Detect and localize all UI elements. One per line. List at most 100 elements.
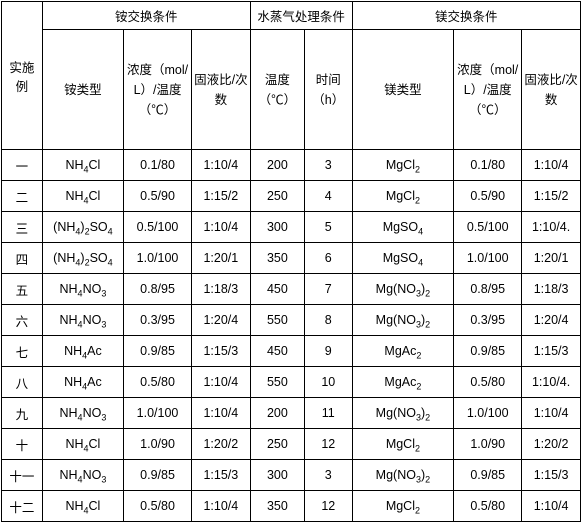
cell-amm-conc: 1.0/100 [124,398,192,429]
cell-example: 四 [2,243,43,274]
cell-amm-conc: 0.3/95 [124,305,192,336]
table-row: 七NH4Ac0.9/851:15/34509MgAc20.9/851:15/3 [2,336,581,367]
table-row: 十一NH4NO30.9/851:15/33003Mg(NO3)20.9/851:… [2,460,581,491]
cell-example: 十 [2,429,43,460]
cell-mg-conc: 0.8/95 [454,274,522,305]
cell-amm-type: (NH4)2SO4 [42,243,123,274]
cell-temp: 200 [250,150,304,181]
table-row: 四(NH4)2SO41.0/1001:20/13506MgSO41.0/1001… [2,243,581,274]
cell-amm-ratio: 1:15/3 [191,336,250,367]
cell-mg-conc: 0.5/100 [454,212,522,243]
hdr-amm-conc: 浓度（mol/L）/温度（℃） [124,30,192,150]
cell-amm-ratio: 1:20/2 [191,429,250,460]
cell-mg-ratio: 1:10/4 [522,150,581,181]
cell-time: 11 [305,398,353,429]
cell-amm-ratio: 1:10/4 [191,150,250,181]
cell-amm-conc: 0.5/100 [124,212,192,243]
table-row: 八NH4Ac0.5/801:10/455010MgAc20.5/801:10/4… [2,367,581,398]
cell-time: 6 [305,243,353,274]
cell-mg-type: MgCl2 [352,491,454,522]
cell-mg-ratio: 1:15/3 [522,460,581,491]
cell-mg-type: MgSO4 [352,212,454,243]
cell-amm-type: NH4NO3 [42,274,123,305]
cell-temp: 300 [250,212,304,243]
cell-mg-type: Mg(NO3)2 [352,274,454,305]
cell-amm-conc: 0.9/85 [124,336,192,367]
cell-amm-ratio: 1:10/4 [191,212,250,243]
cell-amm-ratio: 1:10/4 [191,398,250,429]
cell-temp: 550 [250,305,304,336]
cell-mg-conc: 0.5/80 [454,367,522,398]
table-row: 二NH4Cl0.5/901:15/22504MgCl20.5/901:15/2 [2,181,581,212]
hdr-group-steam: 水蒸气处理条件 [250,2,352,30]
cell-time: 12 [305,429,353,460]
cell-mg-type: MgCl2 [352,150,454,181]
hdr-mg-conc: 浓度（mol/L）/温度（℃） [454,30,522,150]
cell-mg-ratio: 1:10/4. [522,212,581,243]
cell-mg-ratio: 1:20/2 [522,429,581,460]
cell-amm-ratio: 1:15/3 [191,460,250,491]
hdr-group-ammonium: 铵交换条件 [42,2,250,30]
cell-amm-type: NH4Cl [42,150,123,181]
cell-temp: 250 [250,429,304,460]
cell-amm-ratio: 1:10/4 [191,491,250,522]
cell-example: 六 [2,305,43,336]
hdr-amm-ratio: 固液比/次数 [191,30,250,150]
cell-time: 10 [305,367,353,398]
cell-mg-ratio: 1:20/4 [522,305,581,336]
cell-amm-type: NH4NO3 [42,460,123,491]
cell-amm-type: NH4Ac [42,336,123,367]
cell-mg-ratio: 1:10/4. [522,367,581,398]
cell-time: 12 [305,491,353,522]
cell-mg-type: Mg(NO3)2 [352,398,454,429]
cell-amm-type: NH4Cl [42,429,123,460]
table-row: 十二NH4Cl0.5/801:10/435012MgCl20.5/801:10/… [2,491,581,522]
cell-temp: 250 [250,181,304,212]
cell-example: 一 [2,150,43,181]
hdr-mg-ratio: 固液比/次数 [522,30,581,150]
cell-mg-ratio: 1:15/2 [522,181,581,212]
hdr-temp: 温度（℃） [250,30,304,150]
hdr-mg-type: 镁类型 [352,30,454,150]
table-row: 一NH4Cl0.1/801:10/42003MgCl20.1/801:10/4 [2,150,581,181]
cell-example: 八 [2,367,43,398]
cell-amm-ratio: 1:10/4 [191,367,250,398]
cell-mg-ratio: 1:20/1 [522,243,581,274]
table-row: 九NH4NO31.0/1001:10/420011Mg(NO3)21.0/100… [2,398,581,429]
cell-temp: 350 [250,491,304,522]
cell-mg-type: MgCl2 [352,181,454,212]
cell-mg-conc: 1.0/100 [454,398,522,429]
cell-time: 8 [305,305,353,336]
cell-amm-conc: 0.5/80 [124,491,192,522]
cell-mg-conc: 0.5/90 [454,181,522,212]
cell-example: 九 [2,398,43,429]
cell-mg-conc: 0.3/95 [454,305,522,336]
cell-temp: 350 [250,243,304,274]
cell-amm-ratio: 1:18/3 [191,274,250,305]
cell-mg-ratio: 1:10/4 [522,398,581,429]
conditions-table: 实施例 铵交换条件 水蒸气处理条件 镁交换条件 铵类型 浓度（mol/L）/温度… [1,1,581,522]
cell-amm-ratio: 1:15/2 [191,181,250,212]
cell-time: 3 [305,150,353,181]
cell-temp: 450 [250,336,304,367]
cell-mg-type: Mg(NO3)2 [352,305,454,336]
hdr-example: 实施例 [2,2,43,150]
cell-amm-conc: 0.9/85 [124,460,192,491]
cell-amm-type: (NH4)2SO4 [42,212,123,243]
table-row: 十NH4Cl1.0/901:20/225012MgCl21.0/901:20/2 [2,429,581,460]
table-row: 五NH4NO30.8/951:18/34507Mg(NO3)20.8/951:1… [2,274,581,305]
cell-mg-type: MgAc2 [352,367,454,398]
cell-mg-conc: 0.5/80 [454,491,522,522]
cell-amm-conc: 1.0/100 [124,243,192,274]
cell-mg-conc: 0.1/80 [454,150,522,181]
cell-time: 9 [305,336,353,367]
cell-mg-type: MgAc2 [352,336,454,367]
cell-example: 十二 [2,491,43,522]
cell-amm-type: NH4NO3 [42,398,123,429]
cell-example: 三 [2,212,43,243]
cell-temp: 200 [250,398,304,429]
cell-mg-type: Mg(NO3)2 [352,460,454,491]
cell-amm-conc: 1.0/90 [124,429,192,460]
cell-mg-ratio: 1:18/3 [522,274,581,305]
cell-amm-ratio: 1:20/4 [191,305,250,336]
